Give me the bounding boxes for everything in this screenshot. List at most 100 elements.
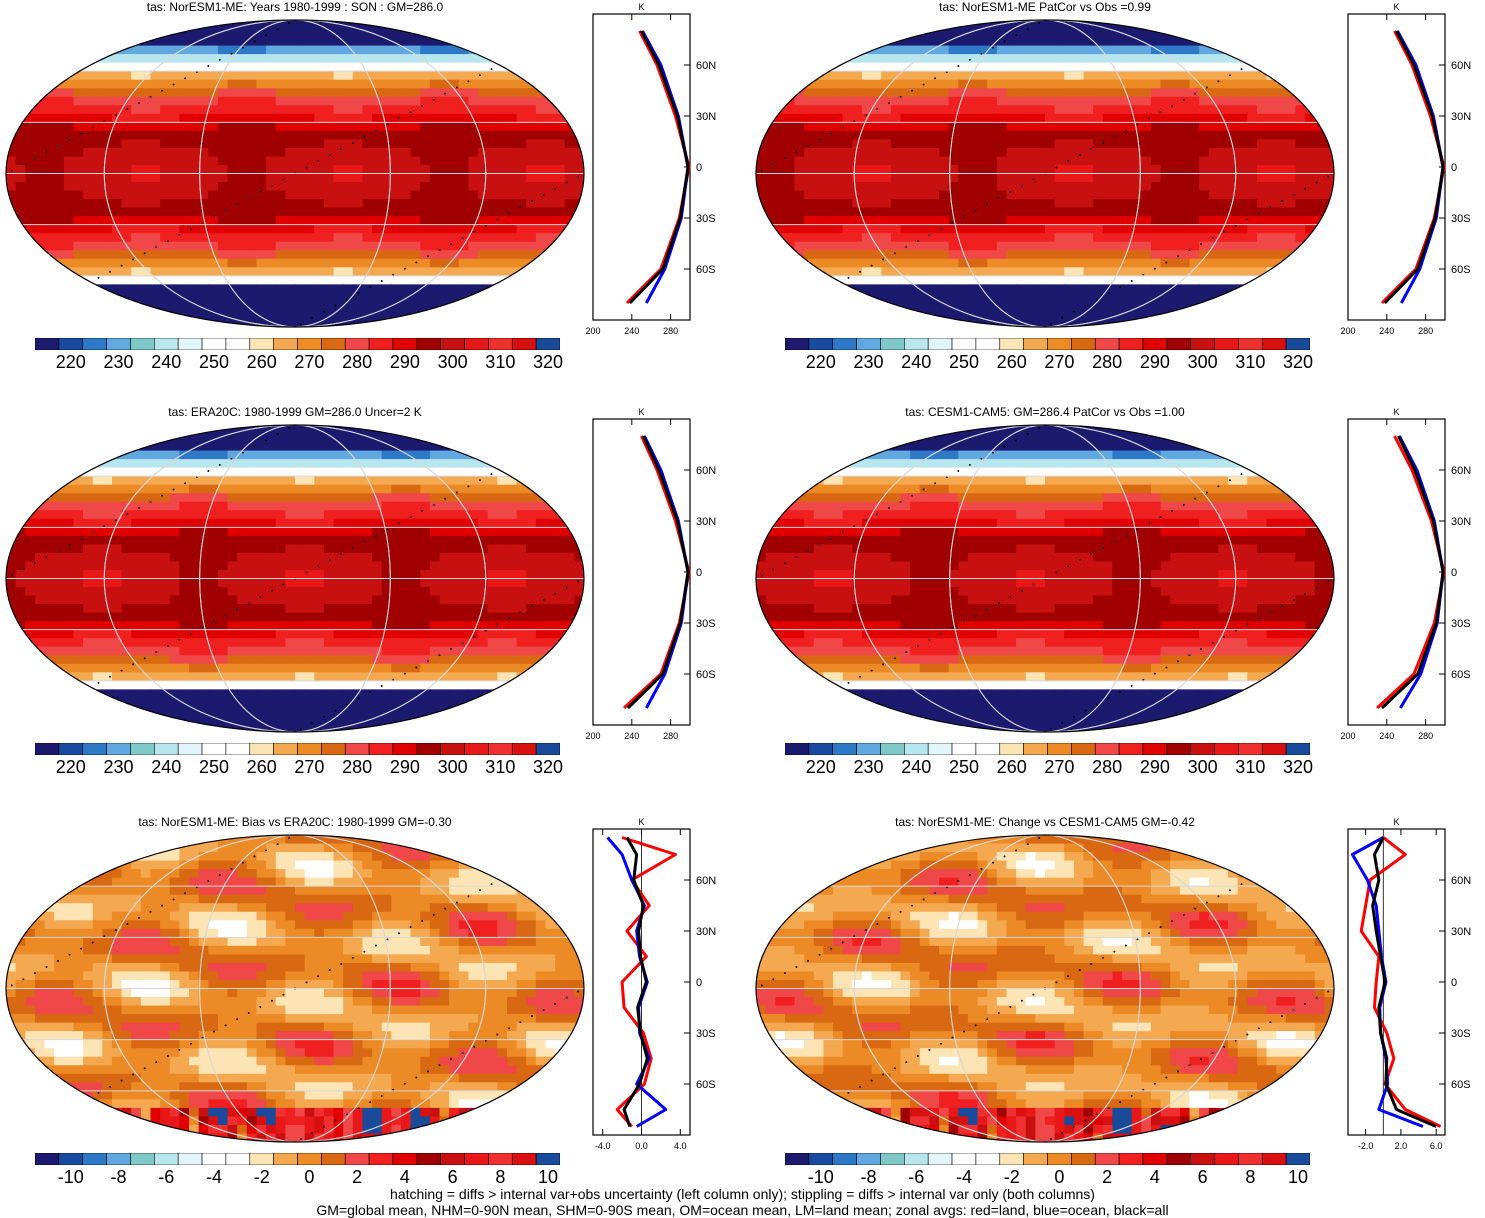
map-cell (929, 241, 940, 251)
map-cell (833, 224, 844, 234)
map-cell (246, 233, 258, 243)
map-cell (871, 79, 882, 89)
stipple-dot (415, 261, 418, 264)
map-cell (140, 113, 152, 123)
map-cell (1199, 88, 1210, 98)
map-cell (535, 20, 547, 30)
map-cell (804, 224, 815, 234)
map-cell (1054, 190, 1065, 200)
map-cell (1199, 258, 1210, 268)
map-cell (1083, 79, 1094, 89)
map-cell (169, 182, 180, 192)
map-cell (44, 20, 55, 30)
map-cell (1170, 164, 1181, 175)
map-cell (140, 275, 152, 285)
map-cell (1073, 275, 1085, 285)
map-cell (987, 284, 998, 294)
map-cell (1285, 20, 1297, 30)
map-cell (227, 182, 238, 192)
map-cell (449, 241, 460, 251)
stipple-dot (178, 234, 181, 236)
map-cell (852, 292, 863, 303)
map-cell (1305, 45, 1316, 55)
map-cell (977, 207, 988, 217)
stipple-dot (224, 209, 227, 212)
stipple-dot (1292, 194, 1295, 196)
map-cell (1305, 250, 1316, 260)
map-cell (429, 156, 441, 166)
map-cell (804, 156, 815, 166)
map-cell (1025, 96, 1036, 106)
map-cell (861, 45, 873, 55)
map-cell (227, 96, 238, 106)
map-cell (910, 199, 921, 209)
map-cell (400, 156, 412, 166)
map-cell (1170, 88, 1181, 98)
map-cell (44, 96, 55, 106)
map-cell (833, 105, 844, 115)
map-cell (44, 292, 55, 303)
map-cell (545, 79, 556, 89)
map-cell (1025, 241, 1036, 251)
map-cell (1324, 233, 1334, 243)
map-cell (1208, 224, 1219, 234)
map-cell (1045, 88, 1056, 98)
map-cell (15, 62, 26, 72)
map-cell (420, 292, 431, 303)
map-cell (1314, 275, 1325, 285)
map-cell (1141, 309, 1152, 320)
map-cell (977, 37, 988, 47)
map-cell (121, 164, 132, 175)
map-cell (1199, 250, 1210, 260)
map-cell (381, 173, 392, 183)
map-cell (1054, 105, 1065, 115)
map-cell (881, 173, 892, 183)
map-cell (1112, 139, 1123, 149)
map-cell (1218, 62, 1229, 72)
map-cell (1093, 258, 1104, 268)
map-cell (1228, 96, 1239, 106)
map-cell (1285, 233, 1297, 243)
map-cell (871, 190, 882, 200)
map-cell (83, 241, 94, 251)
map-cell (15, 309, 26, 320)
stipple-dot (1188, 249, 1191, 252)
stipple-dot (1321, 25, 1324, 28)
map-cell (362, 96, 373, 106)
map-cell (372, 37, 383, 47)
map-cell (987, 199, 998, 209)
map-cell (54, 190, 65, 200)
map-cell (439, 139, 450, 149)
map-cell (1054, 199, 1065, 209)
map-cell (1112, 156, 1123, 166)
map-cell (372, 199, 383, 209)
map-cell (823, 258, 834, 268)
map-cell (967, 164, 979, 175)
stipple-dot (432, 98, 435, 101)
map-cell (1324, 122, 1334, 132)
map-cell (333, 96, 344, 106)
map-cell (410, 113, 421, 123)
map-cell (1006, 45, 1017, 55)
map-cell (910, 173, 921, 183)
map-cell (198, 113, 209, 123)
map-cell (487, 233, 498, 243)
map-cell (1150, 241, 1162, 251)
map-cell (256, 122, 267, 132)
map-cell (92, 88, 103, 98)
map-cell (1160, 79, 1171, 89)
map-cell (314, 267, 325, 277)
map-cell (1199, 71, 1210, 81)
map-cell (1064, 79, 1075, 89)
map-cell (1112, 37, 1123, 47)
map-cell (574, 309, 584, 320)
stipple-dot (1298, 37, 1301, 40)
map-cell (189, 216, 200, 226)
map-cell (900, 216, 911, 226)
map-cell (564, 182, 575, 192)
map-cell (198, 164, 209, 175)
map-cell (1025, 20, 1036, 30)
map-cell (1083, 28, 1094, 38)
stipple-dot (1223, 230, 1226, 233)
map-cell (1131, 284, 1142, 294)
